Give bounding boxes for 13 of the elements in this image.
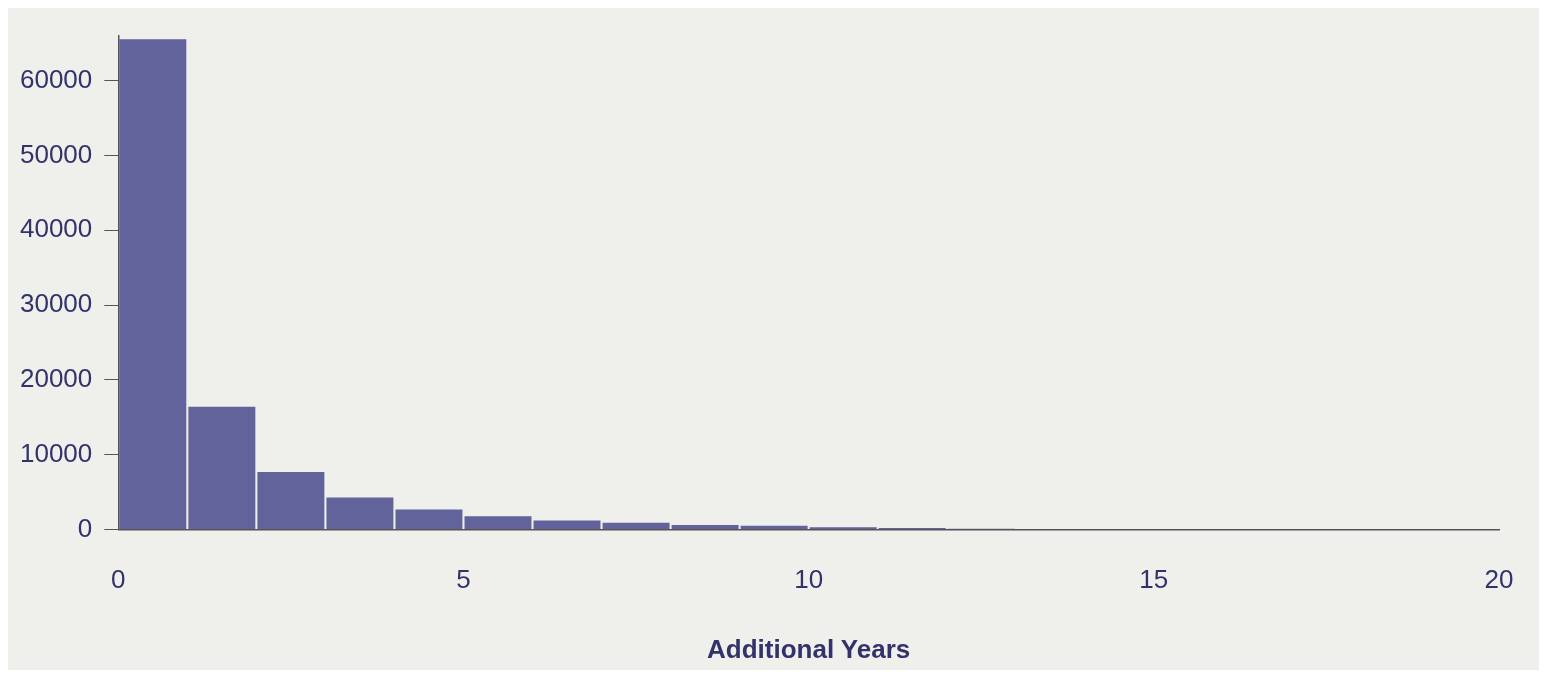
y-tick-label: 40000 [19, 213, 93, 244]
y-tick-label: 60000 [19, 63, 93, 94]
x-tick-label: 5 [456, 564, 471, 595]
y-tick-label: 30000 [19, 288, 93, 319]
x-axis-title: Additional Years [707, 633, 911, 664]
x-tick-label: 0 [111, 564, 126, 595]
x-tick-label: 15 [1139, 564, 1169, 595]
y-tick-label: 10000 [19, 437, 93, 468]
x-tick-label: 20 [1484, 564, 1514, 595]
x-tick-label: 10 [794, 564, 824, 595]
y-tick-label: 50000 [19, 138, 93, 169]
y-tick-label: 0 [77, 512, 93, 543]
y-tick-label: 20000 [19, 363, 93, 394]
